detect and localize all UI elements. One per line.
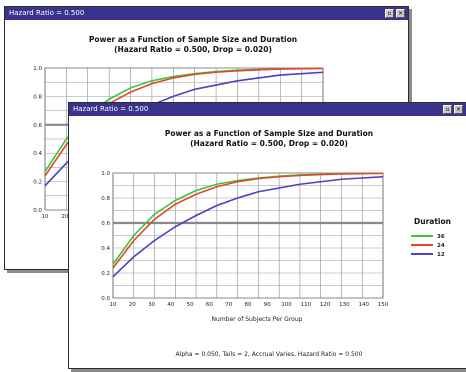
y-tick-label: 0.0 xyxy=(101,296,110,302)
y-tick-label: 1.0 xyxy=(101,171,110,177)
x-tick-label: 110 xyxy=(301,302,312,308)
x-tick-label: 80 xyxy=(245,302,252,308)
chart-window-front[interactable]: Hazard Ratio = 0.500 ▫ × Power as a Func… xyxy=(68,102,466,369)
y-tick-label: 0.2 xyxy=(33,180,42,186)
x-tick-label: 150 xyxy=(378,302,389,308)
window-title: Hazard Ratio = 0.500 xyxy=(73,105,149,113)
window-titlebar[interactable]: Hazard Ratio = 0.500 ▫ × xyxy=(5,7,408,20)
x-tick-label: 120 xyxy=(320,302,331,308)
y-tick-label: 0.6 xyxy=(101,221,110,227)
x-tick-label: 100 xyxy=(281,302,292,308)
chart-subtitle: (Hazard Ratio = 0.500, Drop = 0.020) xyxy=(190,139,348,148)
y-tick-label: 0.8 xyxy=(33,94,42,100)
window-title: Hazard Ratio = 0.500 xyxy=(9,9,85,17)
series-line-24 xyxy=(112,172,384,269)
legend-title: Duration xyxy=(414,217,451,226)
maximize-icon[interactable]: ▫ xyxy=(385,9,394,18)
close-icon[interactable]: × xyxy=(454,105,463,114)
x-tick-label: 30 xyxy=(148,302,155,308)
x-tick-label: 70 xyxy=(225,302,232,308)
legend-label-36: 36 xyxy=(437,234,445,240)
y-tick-label: 0.0 xyxy=(33,208,42,214)
x-axis-label: Number of Subjects Per Group xyxy=(212,316,303,323)
x-tick-label: 50 xyxy=(187,302,194,308)
window-titlebar[interactable]: Hazard Ratio = 0.500 ▫ × xyxy=(69,103,466,116)
legend-label-24: 24 xyxy=(437,243,445,249)
y-tick-label: 0.6 xyxy=(33,123,42,129)
chart-legend: 36 24 12 xyxy=(411,234,445,258)
x-tick-label: 140 xyxy=(358,302,369,308)
x-tick-label: 60 xyxy=(206,302,213,308)
y-tick-label: 0.4 xyxy=(101,246,110,252)
y-tick-label: 0.2 xyxy=(101,271,110,277)
x-tick-label: 20 xyxy=(129,302,136,308)
x-tick-label: 90 xyxy=(264,302,271,308)
y-tick-label: 0.4 xyxy=(33,151,42,157)
x-tick-label: 20 xyxy=(61,214,68,220)
chart-title: Power as a Function of Sample Size and D… xyxy=(165,129,373,138)
y-tick-label: 1.0 xyxy=(33,66,42,72)
x-tick-label: 10 xyxy=(42,214,49,220)
x-tick-label: 40 xyxy=(167,302,174,308)
y-tick-label: 0.8 xyxy=(101,196,110,202)
maximize-icon[interactable]: ▫ xyxy=(443,105,452,114)
chart-subtitle: (Hazard Ratio = 0.500, Drop = 0.020) xyxy=(114,45,272,54)
series-line-12 xyxy=(112,175,384,278)
chart-footer: Alpha = 0.050, Tails = 2, Accrual Varies… xyxy=(176,351,363,358)
chart-title: Power as a Function of Sample Size and D… xyxy=(89,35,297,44)
x-tick-label: 130 xyxy=(339,302,350,308)
legend-label-12: 12 xyxy=(437,252,445,258)
power-chart-front: Power as a Function of Sample Size and D… xyxy=(101,129,451,358)
x-tick-label: 10 xyxy=(110,302,117,308)
close-icon[interactable]: × xyxy=(396,9,405,18)
